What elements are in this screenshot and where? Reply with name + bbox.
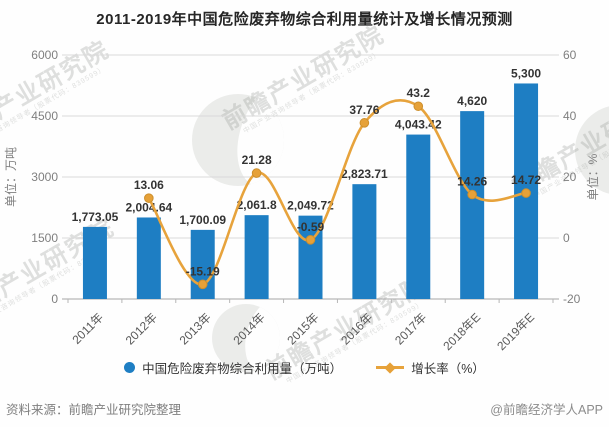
x-axis-label: 2013年 — [177, 310, 214, 347]
right-axis-tick-label: 60 — [563, 48, 577, 62]
bar — [352, 184, 377, 299]
bar-value-label: 2,049.72 — [287, 199, 334, 213]
x-axis-label: 2017年 — [392, 310, 429, 347]
bar-value-label: 4,620 — [457, 94, 487, 108]
bar — [406, 134, 431, 299]
x-axis-label: 2012年 — [123, 310, 160, 347]
legend-item-utilization: 中国危险废弃物综合利用量（万吨） — [124, 358, 342, 377]
right-axis-title: 单位：% — [585, 153, 600, 200]
growth-marker — [359, 118, 370, 128]
growth-marker — [467, 189, 477, 200]
growth-value-label: 43.2 — [407, 86, 431, 100]
bar — [136, 217, 161, 299]
right-axis-tick-label: 40 — [563, 109, 577, 123]
growth-marker — [144, 193, 154, 203]
legend: 中国危险废弃物综合利用量（万吨） 增长率（%） — [0, 358, 609, 377]
growth-marker — [413, 101, 424, 112]
growth-value-label: -15.19 — [186, 264, 220, 278]
x-axis-label: 2015年 — [284, 310, 321, 347]
source-text: 资料来源：前瞻产业研究院整理 — [6, 403, 182, 417]
growth-value-label: -0.59 — [297, 220, 325, 234]
bar-value-label: 5,300 — [511, 66, 541, 80]
growth-value-label: 37.76 — [349, 103, 379, 117]
left-axis-title: 单位：万吨 — [3, 147, 18, 207]
left-axis-tick-label: 3000 — [31, 170, 58, 184]
growth-marker — [521, 188, 531, 198]
credit-text: @前瞻经济学人APP — [490, 403, 603, 417]
bar — [82, 226, 107, 299]
x-axis-label: 2018年E — [440, 310, 483, 353]
left-axis-tick-label: 0 — [51, 292, 58, 306]
bar — [460, 111, 485, 300]
bar-value-label: 2,061.8 — [237, 198, 277, 212]
bar-value-label: 1,700.09 — [179, 213, 226, 227]
footer: 资料来源：前瞻产业研究院整理 @前瞻经济学人APP — [0, 399, 609, 418]
growth-marker — [251, 168, 262, 178]
legend-item-growth: 增长率（%） — [376, 358, 485, 377]
right-axis-tick-label: 20 — [563, 170, 577, 184]
right-axis-tick-label: 0 — [563, 231, 570, 245]
line-series-marker-icon — [376, 361, 405, 374]
x-axis-label: 2016年 — [338, 310, 375, 347]
x-axis-label: 2019年E — [494, 310, 537, 353]
bar-series-marker-icon — [124, 362, 136, 373]
bar-value-label: 2,004.64 — [125, 200, 172, 214]
x-axis-label: 2014年 — [230, 310, 267, 347]
chart-title: 2011-2019年中国危险废弃物综合利用量统计及增长情况预测 — [96, 11, 513, 28]
growth-marker — [305, 234, 316, 245]
growth-value-label: 21.28 — [242, 153, 272, 167]
growth-marker — [197, 279, 208, 290]
legend-label-growth: 增长率（%） — [411, 362, 485, 376]
bar-value-label: 1,773.05 — [72, 210, 119, 224]
growth-value-label: 14.72 — [511, 173, 541, 187]
left-axis-tick-label: 4500 — [31, 109, 58, 123]
growth-value-label: 14.26 — [457, 175, 487, 189]
right-axis-tick-label: -20 — [563, 292, 581, 306]
x-axis-label: 2011年 — [69, 310, 106, 347]
left-axis-tick-label: 6000 — [31, 48, 58, 62]
growth-value-label: 13.06 — [134, 178, 164, 192]
bar — [244, 215, 269, 299]
legend-label-utilization: 中国危险废弃物综合利用量（万吨） — [142, 362, 343, 376]
bar-value-label: 2,823.71 — [341, 167, 388, 181]
left-axis-tick-label: 1500 — [31, 231, 58, 245]
